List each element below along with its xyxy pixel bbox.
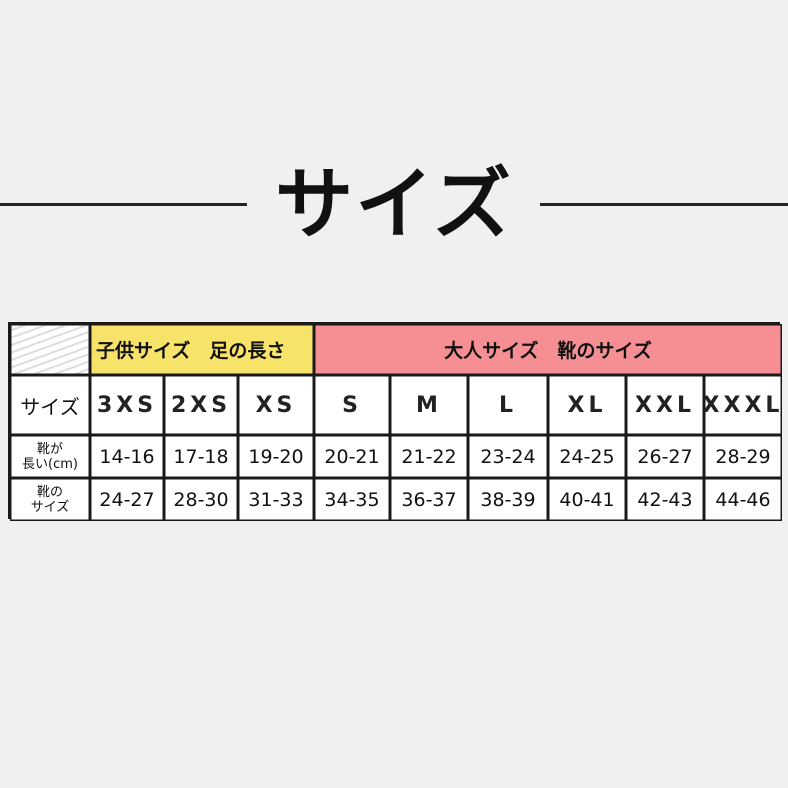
size-chart-table: 子供サイズ 足の長さ 大人サイズ 靴のサイズ サイズ 3XS 2XS XS S M L XL…	[8, 322, 782, 521]
row-label-shoe-size-text: サイズ	[30, 499, 70, 515]
size-cell: 2XS	[164, 375, 238, 435]
size-cell: L	[468, 375, 548, 435]
shoe-size-cell: 28-30	[164, 478, 238, 521]
size-cell: 3XS	[90, 375, 164, 435]
length-cell: 26-27	[626, 435, 704, 478]
length-cell: 24-25	[548, 435, 626, 478]
size-cell: XXL	[626, 375, 704, 435]
shoe-size-cell: 24-27	[90, 478, 164, 521]
left-divider-line	[0, 203, 247, 206]
shoe-size-cell: 44-46	[704, 478, 782, 521]
kids-size-header: 子供サイズ 足の長さ	[90, 324, 314, 375]
size-cell: S	[314, 375, 390, 435]
shoe-size-cell: 31-33	[238, 478, 314, 521]
length-cell: 20-21	[314, 435, 390, 478]
row-label-shoe-size: 靴の サイズ	[10, 478, 90, 521]
row-label-length: 靴が 長い(cm)	[10, 435, 90, 478]
length-cell: 23-24	[468, 435, 548, 478]
length-cell: 28-29	[704, 435, 782, 478]
size-cell: XXXL	[703, 375, 782, 435]
row-label-length-text: 長い(cm)	[22, 456, 78, 472]
shoe-size-cell: 42-43	[626, 478, 704, 521]
shoe-size-cell: 36-37	[390, 478, 468, 521]
length-cell: 21-22	[390, 435, 468, 478]
right-divider-line	[540, 203, 788, 206]
row-label-size: サイズ	[10, 375, 90, 435]
shoe-size-cell: 34-35	[314, 478, 390, 521]
size-cell: M	[390, 375, 468, 435]
size-cell: XS	[238, 375, 314, 435]
size-cell: XL	[548, 375, 626, 435]
length-cell: 17-18	[164, 435, 238, 478]
row-label-shoe-size-text: 靴の	[36, 484, 63, 500]
shoe-size-cell: 38-39	[468, 478, 548, 521]
page-title: サイズ	[275, 160, 513, 250]
corner-cell	[10, 324, 90, 375]
adult-size-header: 大人サイズ 靴のサイズ	[314, 324, 782, 375]
length-cell: 14-16	[90, 435, 164, 478]
row-label-length-text: 靴が	[36, 441, 63, 457]
length-cell: 19-20	[238, 435, 314, 478]
shoe-size-cell: 40-41	[548, 478, 626, 521]
